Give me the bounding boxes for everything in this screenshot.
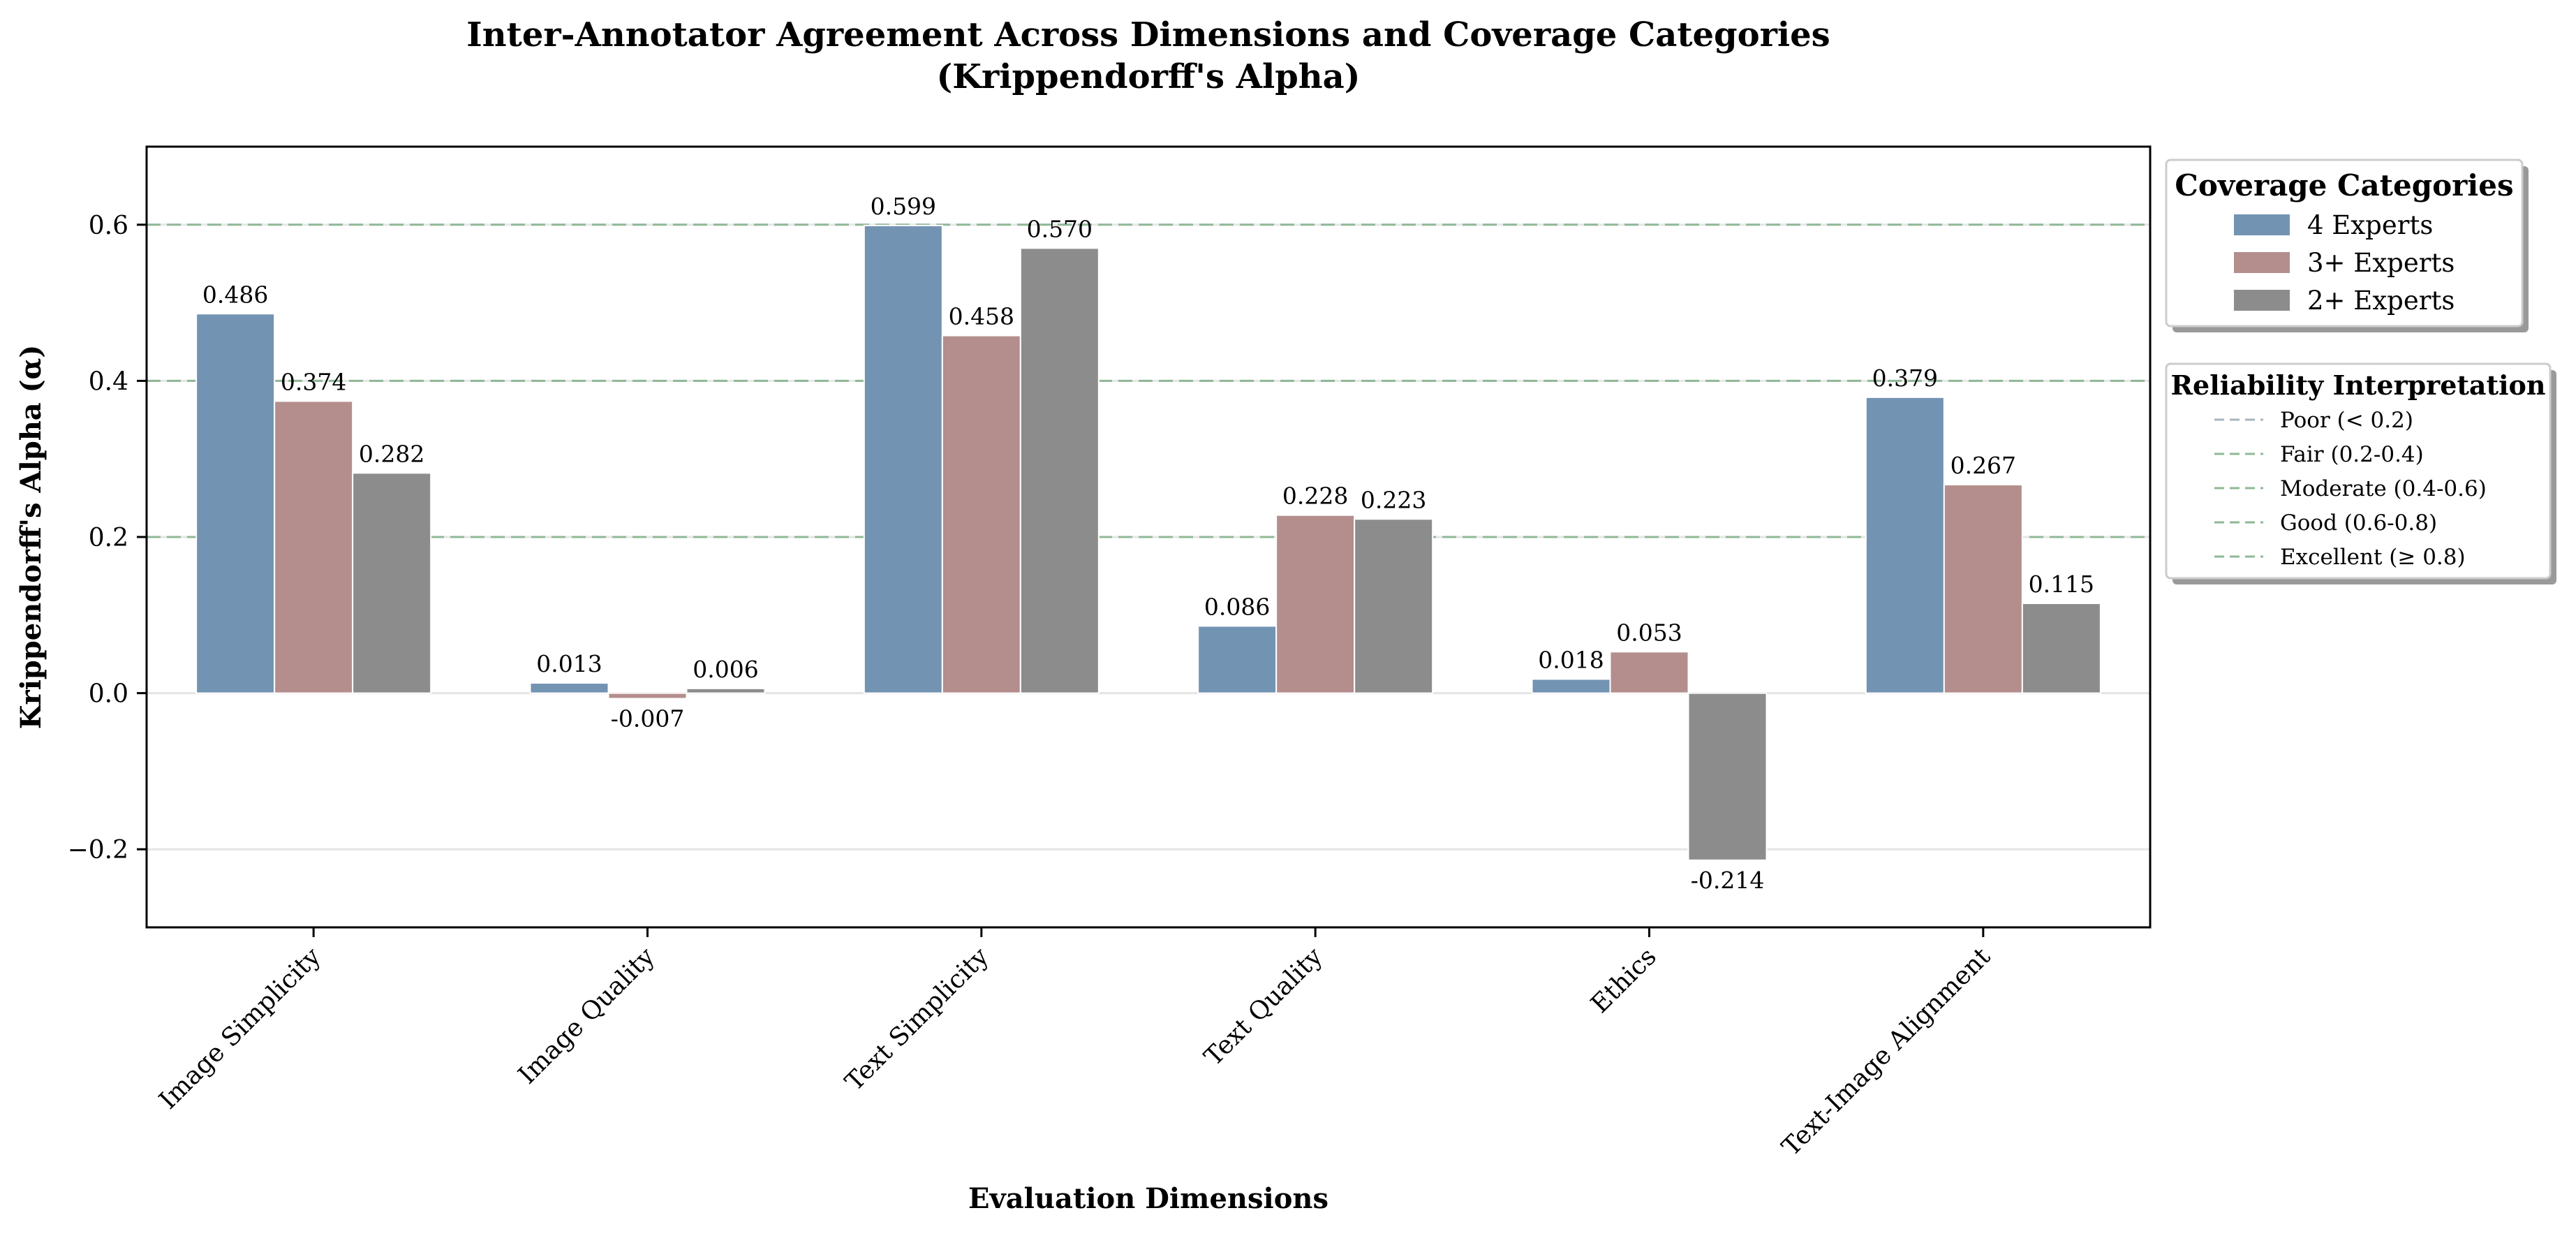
data-label: 0.228 [1282, 483, 1348, 510]
data-label: 0.267 [1950, 452, 2016, 479]
bar [1687, 692, 1768, 861]
bar [1943, 484, 2023, 694]
bar [195, 313, 276, 694]
x-tick-label: Image Quality [513, 942, 661, 1090]
bar [2021, 603, 2101, 694]
legend-item-label: 3+ Experts [2307, 248, 2455, 278]
legend2-item-label: Excellent (≥ 0.8) [2280, 545, 2466, 570]
legend2-item-label: Fair (0.2-0.4) [2280, 442, 2424, 467]
y-tick-label: 0.4 [89, 367, 128, 396]
y-tick-label: −0.2 [68, 836, 128, 865]
data-label: 0.086 [1204, 593, 1270, 620]
x-axis-label: Evaluation Dimensions [968, 1182, 1328, 1215]
bar [1531, 678, 1611, 694]
y-tick-label: 0.0 [89, 680, 128, 709]
y-tick-label: 0.2 [89, 524, 128, 552]
data-label: 0.282 [359, 440, 424, 467]
legend-items: 4 Experts 3+ Experts 2+ Experts [2234, 210, 2455, 316]
data-label: 0.006 [693, 656, 758, 683]
data-label: 0.599 [871, 193, 936, 220]
y-tick-label: 0.6 [89, 212, 128, 240]
data-label: 0.013 [536, 650, 602, 677]
bar [352, 472, 432, 694]
bar [607, 692, 688, 700]
bar [1275, 514, 1356, 694]
x-tick-label: Image Simplicity [154, 942, 327, 1115]
data-label: -0.214 [1691, 867, 1765, 894]
bar [1019, 247, 1100, 694]
data-label: 0.053 [1616, 619, 1682, 646]
legend-coverage: Coverage Categories 4 Experts 3+ Experts 2… [2165, 159, 2529, 332]
data-labels: 0.486 0.374 0.282 0.013 -0.007 0.006 0.599 0.45… [202, 193, 2094, 894]
data-label: 0.115 [2029, 571, 2094, 598]
bar [1609, 651, 1689, 694]
legend2-item-label: Poor (< 0.2) [2280, 408, 2413, 433]
reference-lines [147, 223, 2150, 538]
x-tick-label: Text Simplicity [840, 942, 995, 1097]
x-tick-label: Ethics [1585, 942, 1662, 1019]
legend-box [2165, 159, 2524, 328]
legend-title: Coverage Categories [2175, 168, 2513, 203]
chart-title-line1: Inter-Annotator Agreement Across Dimensi… [466, 15, 1830, 54]
data-label: 0.379 [1872, 365, 1938, 392]
legend2-title: Reliability Interpretation [2170, 369, 2545, 401]
bar [941, 334, 1021, 694]
bar [1354, 518, 1434, 694]
data-label: 0.018 [1538, 646, 1604, 673]
x-axis-ticks: Image Simplicity Image Quality Text Simpli… [154, 927, 1997, 1162]
x-tick-label: Text-Image Alignment [1777, 942, 1997, 1162]
legend2-item-label: Good (0.6-0.8) [2280, 510, 2437, 536]
legend-item-label: 2+ Experts [2307, 286, 2455, 316]
bar [863, 224, 943, 694]
y-axis-ticks: −0.2 0.0 0.2 0.4 0.6 [68, 212, 147, 865]
bar [1197, 625, 1278, 694]
legend-reliability: Reliability Interpretation Poor (< 0.2) F… [2165, 362, 2556, 584]
legend2-item-label: Moderate (0.4-0.6) [2280, 476, 2487, 501]
bar [1865, 396, 1945, 694]
legend-item-label: 4 Experts [2307, 210, 2433, 240]
data-label: 0.458 [949, 303, 1014, 330]
legend2-items: Poor (< 0.2) Fair (0.2-0.4) Moderate (0.4-… [2214, 408, 2487, 570]
x-tick-label: Text Quality [1199, 942, 1328, 1072]
data-label: 0.374 [281, 368, 346, 395]
legend-swatch [2234, 252, 2290, 273]
data-label: 0.570 [1027, 215, 1093, 242]
legend-swatch [2234, 214, 2290, 235]
bar [529, 682, 609, 694]
data-label: 0.223 [1361, 486, 1426, 513]
data-label: -0.007 [611, 705, 685, 732]
bars [195, 224, 2101, 861]
legend-swatch [2234, 290, 2290, 311]
bar [274, 400, 354, 694]
legend2-box [2165, 362, 2552, 580]
data-label: 0.486 [202, 281, 268, 308]
y-axis-label: Krippendorff's Alpha (α) [15, 345, 47, 730]
bar [686, 687, 766, 694]
chart-title-line2: (Krippendorff's Alpha) [937, 57, 1361, 96]
